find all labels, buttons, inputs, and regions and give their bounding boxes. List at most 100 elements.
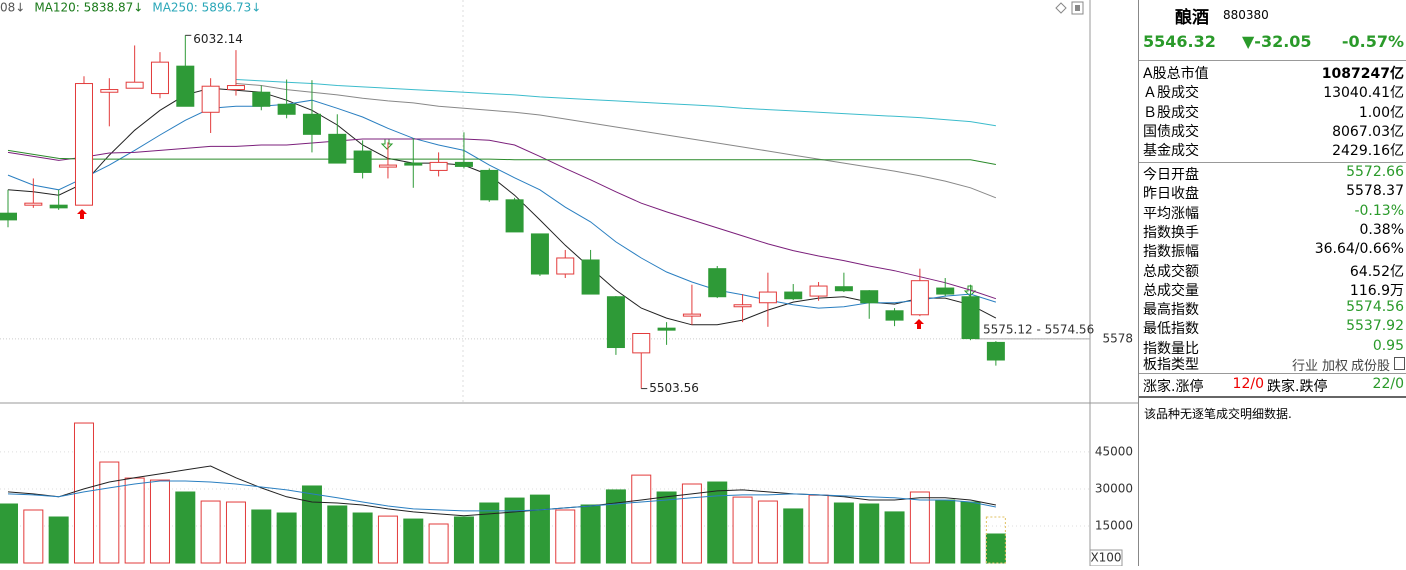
candle-body <box>708 268 727 298</box>
row-value: 116.9万 <box>1349 282 1404 299</box>
separator <box>1139 60 1406 61</box>
volume-bar <box>251 509 272 564</box>
volume-bar <box>884 511 905 564</box>
row-value: 8067.03亿 <box>1332 123 1404 140</box>
candle-body <box>100 89 119 93</box>
volume-bar <box>935 499 956 564</box>
row-label: 最高指数 <box>1143 302 1199 319</box>
sector-option: 加权 <box>1322 359 1349 374</box>
annotation: 5503.56 <box>649 381 699 395</box>
candle-body <box>733 304 752 308</box>
y-tick-label: 30000 <box>1095 481 1133 495</box>
row-value: 1087247亿 <box>1321 66 1404 82</box>
volume-bar <box>200 500 221 564</box>
ma-line <box>7 99 997 309</box>
volume-bar <box>681 483 702 564</box>
y-tick-label: 5578 <box>1102 331 1133 345</box>
candle-body <box>784 291 803 300</box>
candle-body <box>0 212 17 221</box>
volume-bar <box>808 494 829 564</box>
candle-body <box>404 162 423 166</box>
volume-bar <box>428 523 449 564</box>
candle-body <box>936 287 955 295</box>
candle-body <box>328 133 347 164</box>
volume-bar <box>403 518 424 564</box>
candle-body <box>454 161 473 167</box>
volume-bar <box>783 508 804 564</box>
price-change-pct: -0.57% <box>1341 32 1404 51</box>
row-value: -0.13% <box>1354 202 1404 219</box>
volume-bar <box>73 422 94 564</box>
chart: X100 5575.12 - 5574.56 5578 6032.14 5503.5… <box>0 0 1138 567</box>
candle-body <box>277 103 296 115</box>
row-value: 0.38% <box>1359 221 1404 238</box>
candle-body <box>24 202 43 206</box>
candle-body <box>226 85 245 91</box>
scroll-icon[interactable] <box>1071 1 1084 15</box>
row-label: 指数振幅 <box>1143 244 1199 261</box>
buy-signal <box>914 319 924 329</box>
sector-option: 行业 <box>1292 359 1319 374</box>
volume-bar <box>352 512 373 564</box>
volume-bar <box>276 512 297 564</box>
candle-body <box>505 199 524 233</box>
row-label: 基金成交 <box>1143 143 1199 160</box>
volume-bar <box>656 491 677 564</box>
separator <box>1139 162 1406 163</box>
ma-line <box>7 138 997 300</box>
down-count: 22/0 <box>1372 376 1404 392</box>
candle-body <box>910 280 929 316</box>
row-label: 跌家.跌停 <box>1267 379 1328 395</box>
volume-unit: X100 <box>1090 551 1121 565</box>
volume-bar <box>453 516 474 564</box>
volume-bar <box>555 509 576 564</box>
option-icon[interactable] <box>1394 357 1405 370</box>
row-label: Ａ股成交 <box>1143 85 1199 102</box>
notice: 该品种无逐笔成交明细数据. <box>1144 407 1292 421</box>
row-label: 板指类型 <box>1143 357 1199 373</box>
candle-body <box>49 204 68 209</box>
candle-body <box>480 169 499 201</box>
row-value: 2429.16亿 <box>1332 143 1404 160</box>
row-label: Ｂ股成交 <box>1143 104 1199 121</box>
ma-line <box>235 83 997 199</box>
volume-bar <box>149 479 170 564</box>
diamond-icon[interactable] <box>1055 2 1067 14</box>
row-label: 最低指数 <box>1143 321 1199 338</box>
separator <box>1139 396 1406 398</box>
volume-bar <box>0 503 18 564</box>
volume-bar <box>707 481 728 564</box>
candle-body <box>176 65 195 107</box>
row-label: 指数量比 <box>1143 340 1199 357</box>
volume-bar <box>48 516 69 564</box>
ma-line <box>7 149 996 165</box>
crosshair-label: 5575.12 - 5574.56 <box>983 323 1094 337</box>
legend-entry: MA120: 5838.87↓ <box>34 1 143 15</box>
row-value: 13040.41亿 <box>1323 85 1404 102</box>
row-value: 36.64/0.66% <box>1314 241 1404 258</box>
candle-body <box>201 85 220 113</box>
volume-bar <box>631 474 652 564</box>
candle-body <box>353 150 372 173</box>
sector-option: 成份股 <box>1351 359 1391 374</box>
volume-bar <box>124 477 145 564</box>
volume-bar <box>580 504 601 564</box>
candle-body <box>682 313 701 317</box>
legend-entry: 08↓ <box>0 1 25 15</box>
index-code: 880380 <box>1223 8 1269 22</box>
row-label: A股总市值 <box>1143 66 1209 82</box>
row-value: 5574.56 <box>1346 299 1404 316</box>
candle-body <box>252 91 271 107</box>
volume-bar <box>909 491 930 564</box>
ma-line <box>7 87 997 326</box>
candle-body <box>581 259 600 295</box>
candle-body <box>961 296 980 340</box>
volume-bar <box>732 496 753 564</box>
row-label: 指数换手 <box>1143 224 1199 241</box>
row-label: 总成交额 <box>1143 263 1199 280</box>
candle-body <box>150 61 169 95</box>
price-change: ▼-32.05 <box>1242 32 1312 51</box>
volume-bar <box>859 503 880 564</box>
row-value: 5537.92 <box>1346 318 1404 335</box>
